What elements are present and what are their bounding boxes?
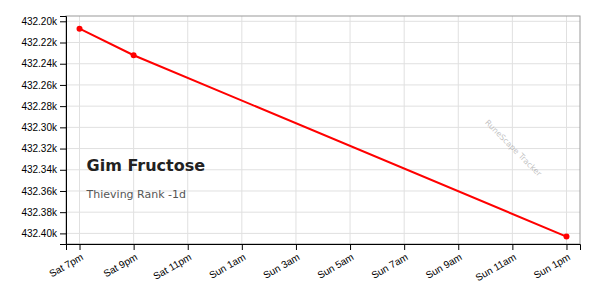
tick-mark	[512, 244, 513, 250]
grid-line	[66, 127, 580, 128]
tick-label: Sun 11am	[474, 251, 518, 283]
grid-line	[79, 16, 80, 244]
tick: Sat 11pm	[151, 244, 193, 282]
point	[77, 26, 83, 32]
axis-line	[60, 17, 67, 245]
grid-line	[66, 106, 580, 107]
tick: Sun 1am	[207, 244, 247, 281]
grid-line	[241, 16, 242, 244]
tick: Sun 11am	[474, 244, 518, 283]
tick-label: 432.32k	[21, 143, 58, 154]
tick-label: Sun 5am	[315, 251, 355, 281]
tick: Sun 7am	[370, 244, 410, 281]
tick-mark	[60, 106, 66, 107]
tick-mark	[60, 212, 66, 213]
tick-mark	[566, 244, 567, 250]
tick-mark	[60, 85, 66, 86]
tick-label: 432.24k	[21, 58, 58, 69]
grid-line	[133, 16, 134, 244]
tick-label: 432.28k	[21, 101, 58, 112]
tick: 432.32k	[21, 143, 66, 154]
tick: Sat 9pm	[101, 244, 139, 279]
tick-label: Sat 9pm	[101, 251, 139, 279]
tick-label: Sun 7am	[370, 251, 410, 281]
tick-mark	[60, 149, 66, 150]
tick-label: 432.22k	[21, 37, 58, 48]
x-axis: Sat 7pm Sat 9pm Sat 11pm Sun 1am Sun 3am Sun …	[47, 244, 580, 283]
tick-label: 432.30k	[21, 122, 58, 133]
tick-label: 432.20k	[21, 16, 58, 27]
tick-mark	[60, 127, 66, 128]
tick-mark	[60, 233, 66, 234]
tick: 432.26k	[21, 80, 66, 91]
grid-line	[187, 16, 188, 244]
line	[80, 29, 567, 237]
tick: 432.28k	[21, 101, 66, 112]
tick-mark	[458, 244, 459, 250]
title: Gim Fructose	[87, 156, 206, 175]
tick-mark	[80, 244, 81, 250]
grid-line	[66, 212, 580, 213]
tick: Sat 7pm	[47, 244, 85, 279]
grid-line	[458, 16, 459, 244]
plot-frame	[66, 16, 580, 244]
grid-line	[66, 21, 580, 22]
tick-mark	[60, 43, 66, 44]
grid-line	[66, 84, 580, 85]
tick: 432.20k	[21, 16, 66, 27]
tick-label: Sun 1pm	[532, 251, 572, 281]
tick-mark	[60, 64, 66, 65]
tick-label: Sun 9am	[424, 251, 464, 281]
tick-label: 432.34k	[21, 164, 58, 175]
tick-label: Sat 11pm	[151, 251, 193, 282]
grid-line	[66, 233, 580, 234]
tick: Sun 1pm	[532, 244, 572, 281]
grid-line	[66, 63, 580, 64]
tick: 432.40k	[21, 228, 66, 239]
series	[77, 26, 570, 240]
tick-mark	[60, 170, 66, 171]
subtitle: Thieving Rank -1d	[86, 188, 186, 201]
y-axis: 432.20k 432.22k 432.24k 432.26k 432.28k 432.3…	[21, 16, 66, 244]
tick-mark	[296, 244, 297, 250]
tick-mark	[60, 21, 66, 22]
grid-line	[66, 148, 580, 149]
tick: 432.22k	[21, 37, 66, 48]
tick-label: 432.26k	[21, 80, 58, 91]
tick-label: 432.36k	[21, 186, 58, 197]
tick: 432.38k	[21, 207, 66, 218]
tick: 432.36k	[21, 186, 66, 197]
tick-mark	[404, 244, 405, 250]
tick: Sun 3am	[261, 244, 301, 281]
grid-line	[350, 16, 351, 244]
texts: Gim Fructose Thieving Rank -1d RuneScape T…	[86, 118, 544, 201]
tick-label: 432.40k	[21, 228, 58, 239]
grid-line	[404, 16, 405, 244]
point	[563, 234, 569, 240]
grid-line	[566, 16, 567, 244]
grid-line	[66, 42, 580, 43]
tick-label: Sun 1am	[207, 251, 247, 281]
tick-label: 432.38k	[21, 207, 58, 218]
grid-line	[512, 16, 513, 244]
tick: 432.30k	[21, 122, 66, 133]
tick-label: Sun 3am	[261, 251, 301, 281]
tick: Sun 5am	[315, 244, 355, 281]
tick: 432.24k	[21, 58, 66, 69]
tick-mark	[60, 191, 66, 192]
watermark: RuneScape Tracker	[483, 118, 544, 179]
tick-mark	[134, 244, 135, 250]
tick-mark	[188, 244, 189, 250]
axis-line	[67, 245, 581, 251]
tick: Sun 9am	[424, 244, 464, 281]
chart: 432.20k 432.22k 432.24k 432.26k 432.28k 432.3…	[0, 0, 600, 300]
grid	[66, 16, 580, 244]
tick-label: Sat 7pm	[47, 251, 85, 279]
plot: 432.20k 432.22k 432.24k 432.26k 432.28k 432.3…	[21, 16, 580, 283]
grid-line	[295, 16, 296, 244]
tick-mark	[242, 244, 243, 250]
point	[131, 52, 137, 58]
tick-mark	[350, 244, 351, 250]
tick: 432.34k	[21, 164, 66, 175]
